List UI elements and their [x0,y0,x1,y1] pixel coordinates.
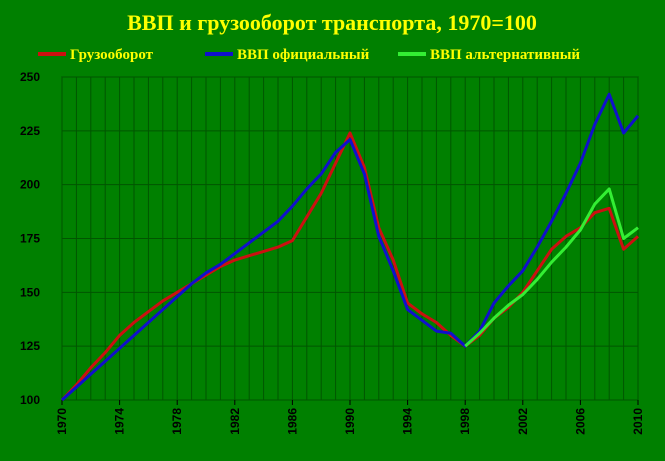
x-tick-label: 2010 [631,408,645,435]
x-tick-label: 1978 [170,408,184,435]
x-tick-label: 1974 [113,408,127,435]
x-tick-label: 1986 [285,408,299,435]
x-tick-label: 2002 [516,408,530,435]
legend-label: ВВП официальный [237,47,370,63]
y-tick-label: 100 [20,393,40,407]
series-line [60,92,640,402]
y-tick-label: 150 [20,285,40,299]
x-tick-label: 1970 [55,408,69,435]
x-tick-label: 1982 [228,408,242,435]
x-tick-label: 1990 [343,408,357,435]
legend-label: ВВП альтернативный [430,47,580,63]
y-tick-label: 175 [20,232,40,246]
x-tick-label: 1994 [401,408,415,435]
legend-label: Грузооборот [70,47,154,63]
y-tick-label: 250 [20,70,40,84]
x-tick-label: 1998 [458,408,472,435]
x-tick-label: 2006 [573,408,587,435]
y-tick-label: 200 [20,178,40,192]
chart-title: ВВП и грузооборот транспорта, 1970=100 [127,10,537,35]
series-line [60,131,640,402]
y-tick-label: 225 [20,124,40,138]
y-tick-label: 125 [20,339,40,353]
series-line [464,187,639,348]
